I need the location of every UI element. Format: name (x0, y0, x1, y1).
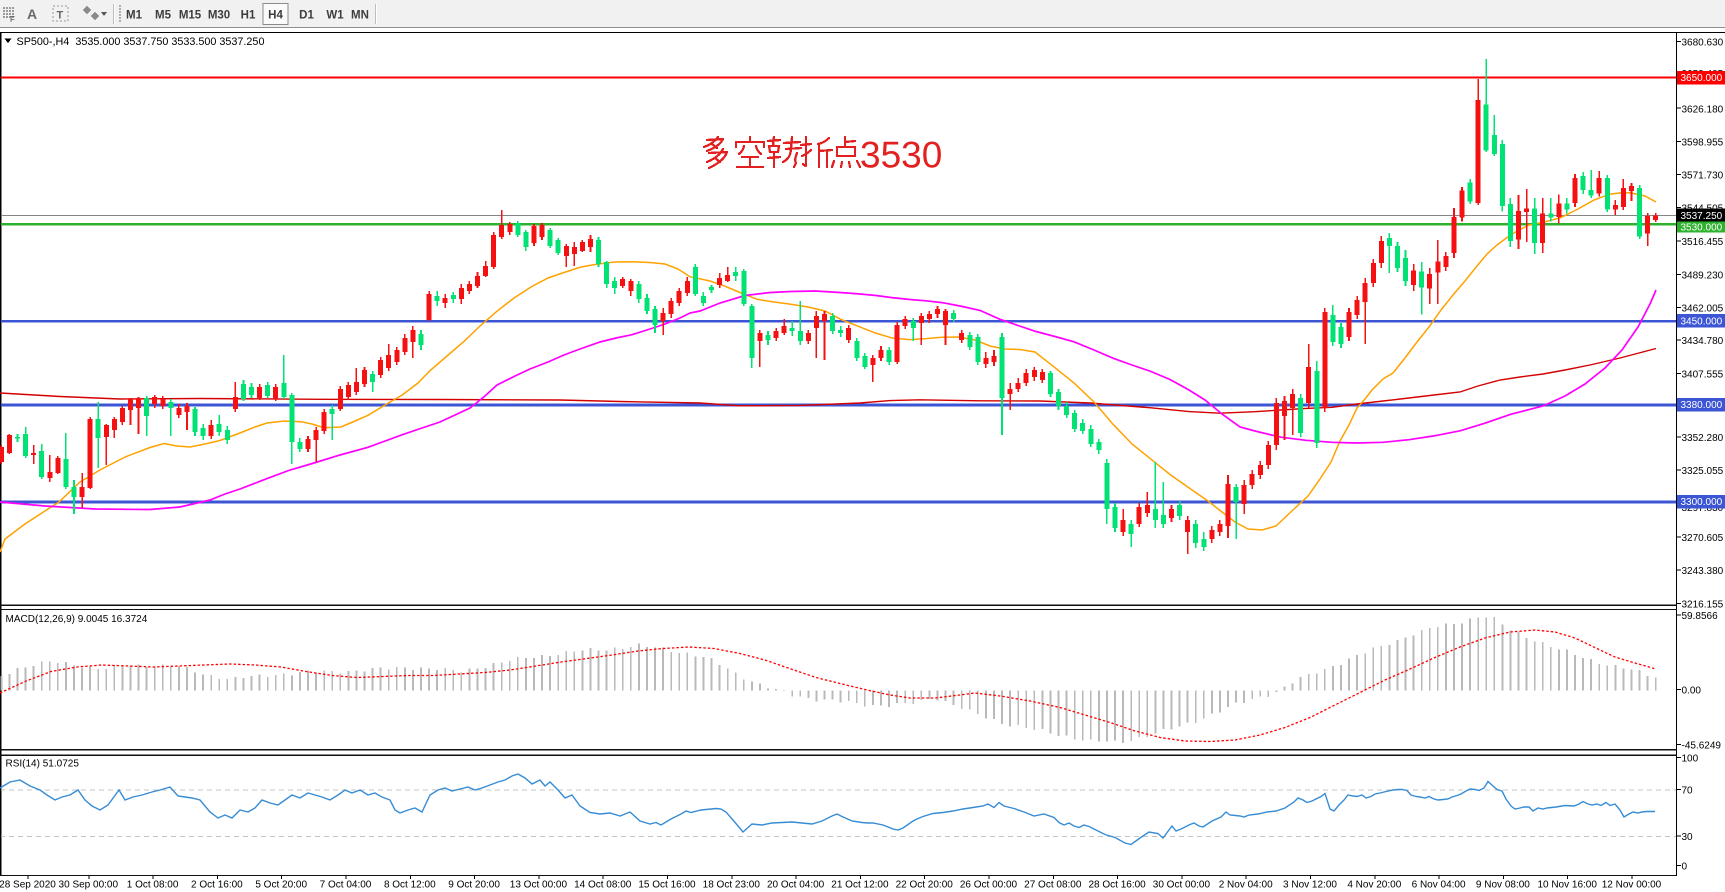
svg-text:3352.280: 3352.280 (1682, 433, 1724, 444)
svg-text:3243.380: 3243.380 (1682, 566, 1724, 577)
svg-text:3300.000: 3300.000 (1681, 497, 1723, 508)
svg-text:3380.000: 3380.000 (1681, 400, 1723, 411)
svg-text:SP500-,H4 3535.000 3537.750 3: SP500-,H4 3535.000 3537.750 3533.500 353… (17, 36, 265, 48)
svg-text:3216.155: 3216.155 (1682, 600, 1724, 611)
svg-text:T: T (57, 10, 64, 22)
svg-text:30: 30 (1682, 832, 1694, 843)
svg-text:15 Oct 16:00: 15 Oct 16:00 (638, 880, 696, 891)
svg-text:3598.955: 3598.955 (1682, 138, 1724, 149)
svg-text:27 Oct 08:00: 27 Oct 08:00 (1024, 880, 1082, 891)
svg-text:22 Oct 20:00: 22 Oct 20:00 (896, 880, 954, 891)
svg-text:3680.630: 3680.630 (1682, 38, 1724, 49)
svg-text:3489.230: 3489.230 (1682, 271, 1724, 282)
svg-text:7 Oct 04:00: 7 Oct 04:00 (320, 880, 372, 891)
svg-text:0.00: 0.00 (1682, 686, 1702, 697)
svg-text:D1: D1 (299, 10, 314, 22)
svg-text:59.8566: 59.8566 (1682, 611, 1719, 622)
svg-text:30 Sep 00:00: 30 Sep 00:00 (59, 880, 119, 891)
svg-text:3530: 3530 (860, 135, 942, 176)
svg-text:10 Nov 16:00: 10 Nov 16:00 (1537, 880, 1597, 891)
svg-text:6 Nov 04:00: 6 Nov 04:00 (1412, 880, 1466, 891)
svg-text:W1: W1 (326, 10, 344, 22)
svg-text:3626.180: 3626.180 (1682, 104, 1724, 115)
svg-text:M15: M15 (179, 10, 202, 22)
svg-text:2 Nov 04:00: 2 Nov 04:00 (1219, 880, 1273, 891)
svg-text:30 Oct 00:00: 30 Oct 00:00 (1153, 880, 1211, 891)
svg-text:9 Nov 08:00: 9 Nov 08:00 (1476, 880, 1530, 891)
svg-text:H4: H4 (268, 10, 283, 22)
svg-text:MACD(12,26,9) 9.0045 16.3724: MACD(12,26,9) 9.0045 16.3724 (6, 614, 148, 625)
svg-text:28 Sep 2020: 28 Sep 2020 (0, 880, 56, 891)
svg-text:3270.605: 3270.605 (1682, 533, 1724, 544)
svg-text:18 Oct 23:00: 18 Oct 23:00 (703, 880, 761, 891)
svg-text:2 Oct 16:00: 2 Oct 16:00 (191, 880, 243, 891)
svg-text:3650.000: 3650.000 (1681, 73, 1723, 84)
svg-text:H1: H1 (241, 10, 256, 22)
svg-text:13 Oct 00:00: 13 Oct 00:00 (510, 880, 568, 891)
svg-text:21 Oct 12:00: 21 Oct 12:00 (831, 880, 889, 891)
svg-text:100: 100 (1682, 754, 1699, 765)
svg-text:3434.780: 3434.780 (1682, 336, 1724, 347)
svg-text:70: 70 (1682, 786, 1694, 797)
svg-text:0: 0 (1682, 862, 1688, 873)
svg-text:9 Oct 20:00: 9 Oct 20:00 (448, 880, 500, 891)
svg-text:3530.000: 3530.000 (1681, 223, 1723, 234)
svg-text:20 Oct 04:00: 20 Oct 04:00 (767, 880, 825, 891)
svg-text:3407.555: 3407.555 (1682, 370, 1724, 381)
svg-text:3462.005: 3462.005 (1682, 304, 1724, 315)
svg-text:3325.055: 3325.055 (1682, 466, 1724, 477)
svg-text:3571.730: 3571.730 (1682, 171, 1724, 182)
svg-text:14 Oct 08:00: 14 Oct 08:00 (574, 880, 632, 891)
svg-text:28 Oct 16:00: 28 Oct 16:00 (1088, 880, 1146, 891)
svg-text:8 Oct 12:00: 8 Oct 12:00 (384, 880, 436, 891)
svg-text:MN: MN (351, 10, 369, 22)
svg-text:3 Nov 12:00: 3 Nov 12:00 (1283, 880, 1337, 891)
svg-text:3297.830: 3297.830 (1682, 503, 1724, 514)
svg-text:3450.000: 3450.000 (1681, 317, 1723, 328)
svg-text:5 Oct 20:00: 5 Oct 20:00 (255, 880, 307, 891)
svg-text:M5: M5 (155, 10, 172, 22)
svg-text:M30: M30 (208, 10, 230, 22)
svg-text:A: A (27, 6, 37, 22)
svg-text:3537.250: 3537.250 (1681, 211, 1723, 222)
svg-text:M1: M1 (126, 10, 143, 22)
svg-text:RSI(14) 51.0725: RSI(14) 51.0725 (6, 758, 80, 769)
svg-text:1 Oct 08:00: 1 Oct 08:00 (127, 880, 179, 891)
svg-text:-45.6249: -45.6249 (1682, 740, 1722, 751)
svg-text:26 Oct 00:00: 26 Oct 00:00 (960, 880, 1018, 891)
svg-text:3516.455: 3516.455 (1682, 237, 1724, 248)
svg-text:F: F (10, 15, 15, 24)
svg-text:12 Nov 00:00: 12 Nov 00:00 (1602, 880, 1662, 891)
svg-text:4 Nov 20:00: 4 Nov 20:00 (1347, 880, 1401, 891)
